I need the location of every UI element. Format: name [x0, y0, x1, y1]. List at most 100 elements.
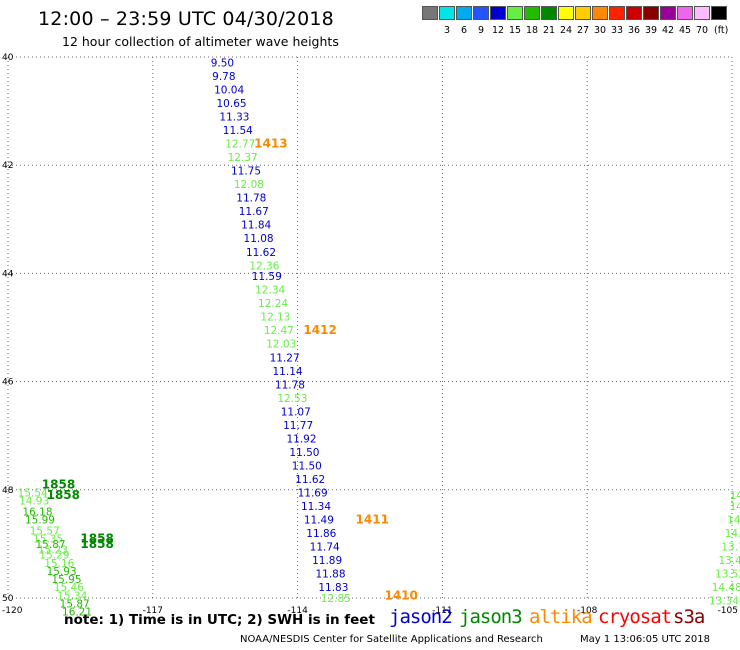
legend-unit: (ft) — [714, 25, 729, 36]
legend-label: 12 — [491, 25, 505, 36]
swh-value: 14 — [730, 490, 740, 502]
pass-label: 1413 — [254, 137, 287, 151]
swh-value: 14.9 — [725, 528, 740, 540]
swh-value: 11.77 — [283, 420, 313, 432]
swh-value: 13.34 — [709, 596, 739, 608]
legend-swatch — [609, 6, 625, 20]
legend-swatch — [575, 6, 591, 20]
legend-swatch — [558, 6, 574, 20]
legend-swatch — [524, 6, 540, 20]
swh-value: 11.34 — [301, 501, 331, 513]
swh-value: 11.14 — [273, 366, 303, 378]
swh-value: 11.78 — [236, 193, 266, 205]
pass-label: 1858 — [80, 537, 113, 551]
legend-swatch — [473, 6, 489, 20]
swh-value: 11.08 — [244, 233, 274, 245]
lat-label: 40 — [2, 53, 14, 63]
timestamp-text: May 1 13:06:05 UTC 2018 — [580, 634, 710, 645]
legend-swatch — [422, 6, 438, 20]
swh-value: 12.34 — [255, 285, 285, 297]
legend-label: 42 — [661, 25, 675, 36]
lat-label: 44 — [2, 269, 14, 279]
legend-label: 21 — [542, 25, 556, 36]
swh-value: 15.93 — [47, 566, 77, 578]
swh-value: 11.33 — [219, 112, 249, 124]
swh-value: 11.62 — [246, 247, 276, 259]
swh-value: 11.27 — [270, 352, 300, 364]
swh-value: 15.34 — [57, 590, 87, 602]
lon-label: -111 — [432, 606, 452, 616]
map-title: 12:00 – 23:59 UTC 04/30/2018 — [38, 8, 334, 30]
legend-swatch — [592, 6, 608, 20]
legend-label: 39 — [644, 25, 658, 36]
swh-value: 15.95 — [51, 574, 81, 586]
pass-label: 1412 — [303, 323, 336, 337]
swh-value: 15.57 — [30, 525, 60, 537]
swh-value: 12.47 — [264, 325, 294, 337]
swh-value: 15.29 — [39, 550, 69, 562]
swh-value: 12.08 — [234, 179, 264, 191]
swh-value: 14.93 — [19, 496, 49, 508]
swh-value: 11.75 — [231, 166, 261, 178]
legend-swatch — [456, 6, 472, 20]
swh-value: 11.84 — [241, 220, 271, 232]
pass-label: 1411 — [356, 513, 389, 527]
swh-value: 11.83 — [318, 582, 348, 594]
satellite-jason3: jason3 — [459, 606, 523, 628]
swh-value: 15.23 — [38, 544, 68, 556]
lon-label: -108 — [577, 606, 598, 616]
swh-value: 16.21 — [62, 607, 92, 619]
satellite-altika: altika — [529, 606, 593, 628]
swh-value: 11.89 — [312, 555, 342, 567]
legend-label: 45 — [678, 25, 692, 36]
swh-value: 11.88 — [315, 569, 345, 581]
swh-value: 11.54 — [223, 125, 253, 137]
swh-value: 11.69 — [298, 488, 328, 500]
lat-label: 46 — [2, 378, 14, 388]
lat-label: 48 — [2, 486, 14, 496]
lon-label: -120 — [2, 606, 23, 616]
swh-value: 9.78 — [212, 71, 235, 83]
legend-swatch — [439, 6, 455, 20]
legend-swatch — [643, 6, 659, 20]
pass-label: 1858 — [80, 531, 113, 545]
legend-swatch — [711, 6, 727, 20]
swh-value: 12.37 — [228, 152, 258, 164]
legend-swatch — [507, 6, 523, 20]
lon-label: -117 — [143, 606, 163, 616]
swh-value: 12.77 — [225, 139, 255, 151]
swh-value: 13.7 — [721, 542, 740, 554]
footer-note: note: 1) Time is in UTC; 2) SWH is in fe… — [64, 612, 375, 628]
swh-value: 11.74 — [310, 542, 340, 554]
legend-label: 24 — [559, 25, 573, 36]
credit-text: NOAA/NESDIS Center for Satellite Applica… — [240, 634, 543, 645]
legend-label: 33 — [610, 25, 624, 36]
legend-label: 36 — [627, 25, 641, 36]
satellite-s3a: s3a — [673, 606, 705, 628]
swh-value: 14 — [730, 501, 740, 513]
swh-value: 12.36 — [249, 260, 279, 272]
legend-swatch — [694, 6, 710, 20]
satellite-cryosat: cryosat — [598, 606, 672, 628]
lon-label: -114 — [287, 606, 308, 616]
lat-label: 42 — [2, 161, 13, 171]
legend-swatch — [677, 6, 693, 20]
swh-value: 10.65 — [217, 98, 247, 110]
swh-value: 11.59 — [252, 271, 282, 283]
swh-value: 11.49 — [304, 515, 334, 527]
legend-swatch — [660, 6, 676, 20]
legend-swatch — [626, 6, 642, 20]
swh-value: 11.67 — [239, 206, 269, 218]
pass-label: 1858 — [47, 488, 80, 502]
swh-value: 11.07 — [281, 406, 311, 418]
swh-value: 13.47 — [718, 555, 740, 567]
legend-label: 18 — [525, 25, 539, 36]
swh-value: 12.13 — [260, 312, 290, 324]
legend-label: 15 — [508, 25, 522, 36]
legend-label: 9 — [477, 25, 485, 36]
legend-label: 30 — [593, 25, 607, 36]
swh-value: 12.85 — [321, 593, 351, 605]
swh-value: 15.35 — [33, 533, 63, 545]
swh-value: 15.87 — [60, 598, 90, 610]
